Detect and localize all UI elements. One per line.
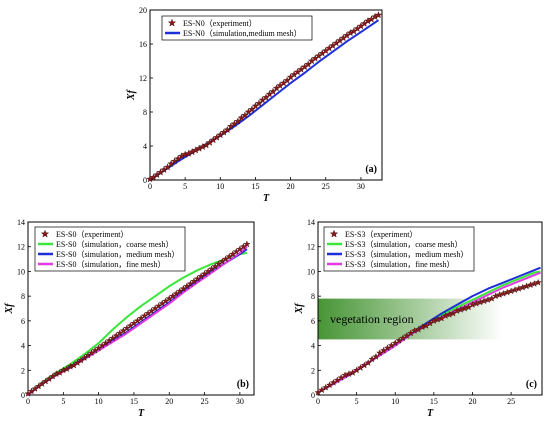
x-tick-label: 20 [287,182,295,191]
data-point-star [243,240,251,248]
legend-entry-label: ES-S3（simulation，fine mesh） [345,260,455,269]
legend-entry-label: ES-S0（simulation，medium mesh） [56,250,179,259]
x-tick-label: 0 [26,397,30,406]
y-tick-label: 14 [307,218,315,227]
panel-label: (a) [365,164,377,175]
y-tick-label: 12 [307,243,315,252]
x-tick-label: 5 [183,182,187,191]
x-tick-label: 10 [95,397,103,406]
legend-box [161,15,313,41]
legend-entry-label: ES-S3（simulation，medium mesh） [345,250,468,259]
x-tick-label: 20 [165,397,173,406]
x-tick-label: 25 [201,397,209,406]
x-tick-label: 15 [130,397,138,406]
chart-panel-0: 0 5 10 15 20 25 30 0 4 8 12 16 20 T Xf ES-N0（experiment… [126,6,383,204]
y-tick-label: 4 [21,342,25,351]
y-tick-label: 10 [307,267,315,276]
legend-entry-label: ES-S0（simulation，coarse mesh） [56,240,174,249]
legend-marker-star [329,229,339,238]
y-tick-label: 6 [311,317,315,326]
plot-frame [27,221,255,396]
x-tick-label: 0 [148,182,152,191]
plot-frame [317,221,543,396]
x-tick-label: 5 [355,397,359,406]
y-tick-label: 8 [143,108,147,117]
legend-entry-label: ES-S3（experiment） [345,230,417,239]
x-tick-label: 10 [216,182,224,191]
y-tick-label: 20 [139,6,147,15]
y-tick-label: 0 [311,391,315,400]
y-tick-label: 2 [311,366,315,375]
data-point-star [372,352,380,360]
legend-entry-label: ES-S0（experiment） [56,230,128,239]
legend-marker-star [40,229,50,238]
legend-entry-label: ES-N0（experiment） [183,19,257,28]
y-tick-label: 12 [139,74,147,83]
legend-entry-label: ES-S0（simulation，fine mesh） [56,260,166,269]
x-tick-label: 25 [322,182,330,191]
y-axis-label: Xf [4,302,15,315]
x-tick-label: 0 [316,397,320,406]
x-tick-label: 30 [357,182,365,191]
data-point-star [534,278,542,286]
x-tick-label: 20 [468,397,476,406]
y-tick-label: 4 [311,342,315,351]
x-axis-label: T [263,193,270,204]
data-point-star [364,359,372,366]
y-tick-label: 16 [139,40,147,49]
y-tick-label: 2 [21,366,25,375]
y-tick-label: 0 [143,176,147,185]
y-axis-label: Xf [126,88,137,101]
x-tick-label: 15 [430,397,438,406]
x-tick-label: 5 [61,397,65,406]
y-tick-label: 0 [21,391,25,400]
y-tick-label: 4 [143,142,147,151]
x-axis-label: T [138,408,145,419]
y-tick-label: 10 [17,267,25,276]
legend-entry-label: ES-S3（simulation，coarse mesh） [345,240,463,249]
x-tick-label: 30 [236,397,244,406]
panel-label: (c) [526,379,537,390]
x-tick-label: 10 [391,397,399,406]
y-tick-label: 8 [311,292,315,301]
data-point-star [374,11,383,19]
legend-box [323,226,475,272]
series-line-1 [27,251,248,396]
x-tick-label: 15 [251,182,259,191]
y-tick-label: 12 [17,243,25,252]
y-tick-label: 6 [21,317,25,326]
legend-marker-star [167,18,177,27]
plot-frame [149,9,383,181]
legend-entry-label: ES-N0（simulation,medium mesh） [183,29,302,38]
panel-label: (b) [237,379,249,390]
y-axis-label: Xf [294,302,305,315]
chart-panel-2: vegetation region 0 5 10 15 20 25 0 2 4 6 8 10 12 14 T X… [294,218,543,419]
y-tick-label: 14 [17,218,25,227]
chart-panel-1: 0 5 10 15 20 25 30 0 2 4 6 8 10 12 14 T Xf ES-S0（experime… [4,218,255,419]
vegetation-region-label: vegetation region [330,312,414,326]
x-tick-label: 25 [507,397,515,406]
x-axis-label: T [427,408,434,419]
legend-box [34,226,186,272]
y-tick-label: 8 [21,292,25,301]
